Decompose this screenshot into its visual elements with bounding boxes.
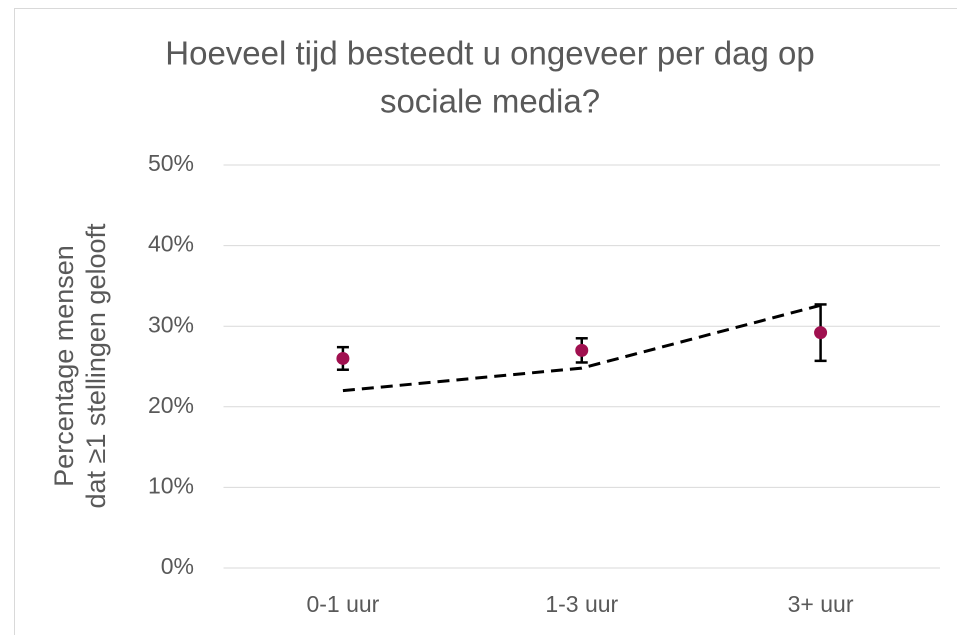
x-tick-label: 3+ uur (788, 591, 854, 617)
chart-title: sociale media? (380, 83, 600, 120)
chart-title: Hoeveel tijd besteedt u ongeveer per dag… (165, 35, 814, 72)
trend-line (342, 303, 821, 393)
y-tick-label: 20% (148, 392, 194, 418)
y-tick-label: 0% (161, 553, 194, 579)
y-axis-label-line: dat ≥1 stellingen gelooft (81, 223, 111, 509)
chart-frame (14, 8, 957, 635)
y-tick-label: 40% (148, 231, 194, 257)
y-axis-label-line: Percentage mensen (49, 245, 79, 487)
x-tick-label: 0-1 uur (306, 591, 379, 617)
data-point (814, 326, 828, 340)
data-point (575, 343, 589, 357)
x-tick-label: 1-3 uur (545, 591, 618, 617)
y-axis-label: Percentage mensen dat ≥1 stellingen gelo… (49, 223, 111, 509)
y-tick-label: 10% (148, 472, 194, 498)
y-tick-label: 50% (148, 150, 194, 176)
data-point (336, 351, 350, 365)
y-tick-label: 30% (148, 311, 194, 337)
